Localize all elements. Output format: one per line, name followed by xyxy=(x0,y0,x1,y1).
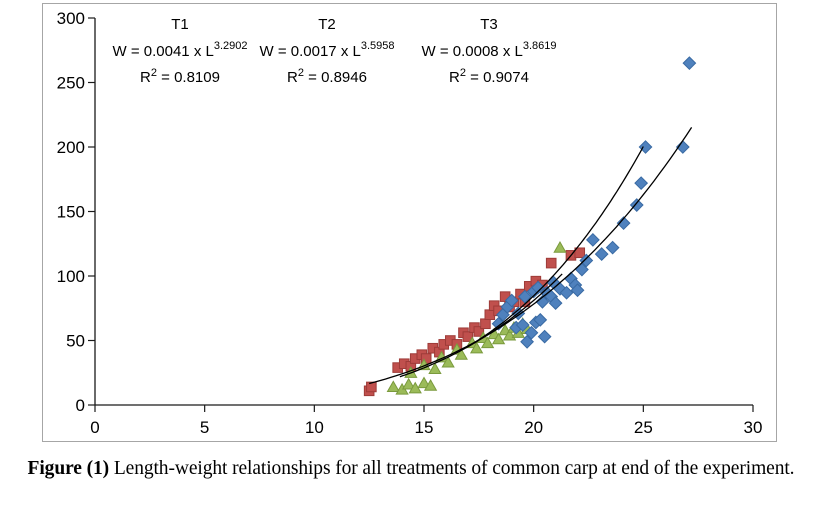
data-point-T2 xyxy=(469,341,484,354)
figure-caption: Figure (1) Length-weight relationships f… xyxy=(12,456,810,481)
data-point-T3 xyxy=(616,216,631,231)
annotation-equation-T1: W = 0.0041 x L3.2902 xyxy=(113,40,248,60)
data-point-T1 xyxy=(484,309,496,320)
data-point-T1 xyxy=(473,326,485,337)
x-tick-label: 30 xyxy=(744,418,763,437)
data-point-T3 xyxy=(638,140,653,154)
data-point-T1 xyxy=(574,247,586,259)
annotation-label-T1: T1 xyxy=(171,16,189,33)
y-tick-label: 0 xyxy=(76,396,85,415)
data-point-T3 xyxy=(594,247,609,261)
y-tick-label: 150 xyxy=(57,203,85,222)
data-point-T3 xyxy=(634,176,649,191)
annotation-equation-T2: W = 0.0017 x L3.5958 xyxy=(260,40,395,60)
trendline-T3 xyxy=(465,146,644,349)
data-point-T3 xyxy=(675,140,690,154)
data-point-T2 xyxy=(401,377,416,390)
y-tick-label: 100 xyxy=(57,267,85,286)
data-point-T1 xyxy=(366,381,377,393)
length-weight-scatter-chart: 0 50 100 150 200 250 300 0 5 10 15 20 25 30 T1 W = 0.00… xyxy=(42,3,777,442)
data-point-T2 xyxy=(386,380,400,393)
data-point-T2 xyxy=(454,348,468,360)
data-point-T3 xyxy=(559,285,574,300)
annotation-r2-T2: R2 = 0.8946 xyxy=(287,67,367,86)
data-point-T3 xyxy=(520,334,534,349)
x-tick-label: 10 xyxy=(305,418,324,437)
data-point-T2 xyxy=(491,332,506,345)
data-point-T1 xyxy=(480,318,491,330)
data-point-T2 xyxy=(423,379,438,391)
figure-caption-label: Figure (1) xyxy=(27,458,110,479)
data-point-T3 xyxy=(629,198,644,212)
data-point-T2 xyxy=(480,336,495,349)
data-point-T2 xyxy=(553,241,567,253)
data-point-T3 xyxy=(585,232,600,247)
x-tick-label: 15 xyxy=(415,418,434,437)
trendline-T1 xyxy=(369,127,693,385)
data-point-T3 xyxy=(517,289,532,304)
annotation-equation-T3: W = 0.0008 x L3.8619 xyxy=(422,40,557,60)
x-tick-label: 20 xyxy=(524,418,543,437)
annotation-label-T2: T2 xyxy=(318,16,336,33)
data-point-T3 xyxy=(682,56,697,71)
x-tick-label: 25 xyxy=(634,418,653,437)
data-point-T3 xyxy=(605,240,620,255)
data-point-T3 xyxy=(533,312,548,327)
annotation-r2-T1: R2 = 0.8109 xyxy=(140,67,220,86)
x-tick-label: 0 xyxy=(90,418,99,437)
data-point-T3 xyxy=(570,283,585,298)
data-point-T2 xyxy=(428,362,442,374)
data-point-T3 xyxy=(548,296,563,310)
data-point-T2 xyxy=(441,355,455,368)
data-point-T2 xyxy=(417,376,431,389)
y-tick-label: 200 xyxy=(57,138,85,157)
data-point-T1 xyxy=(545,257,557,269)
annotation-r2-T3: R2 = 0.9074 xyxy=(449,67,529,86)
data-point-T3 xyxy=(579,253,594,268)
data-point-T3 xyxy=(531,280,545,295)
data-point-T3 xyxy=(537,329,552,344)
y-tick-label: 50 xyxy=(66,332,85,351)
data-point-T3 xyxy=(504,293,519,308)
data-point-T3 xyxy=(515,318,530,332)
x-tick-label: 5 xyxy=(200,418,209,437)
y-tick-label: 250 xyxy=(57,74,85,93)
data-point-T1 xyxy=(462,331,474,342)
data-point-T3 xyxy=(524,325,539,340)
figure-caption-text: Length-weight relationships for all trea… xyxy=(109,458,795,479)
annotation-label-T3: T3 xyxy=(480,16,498,33)
y-tick-label: 300 xyxy=(57,9,85,28)
